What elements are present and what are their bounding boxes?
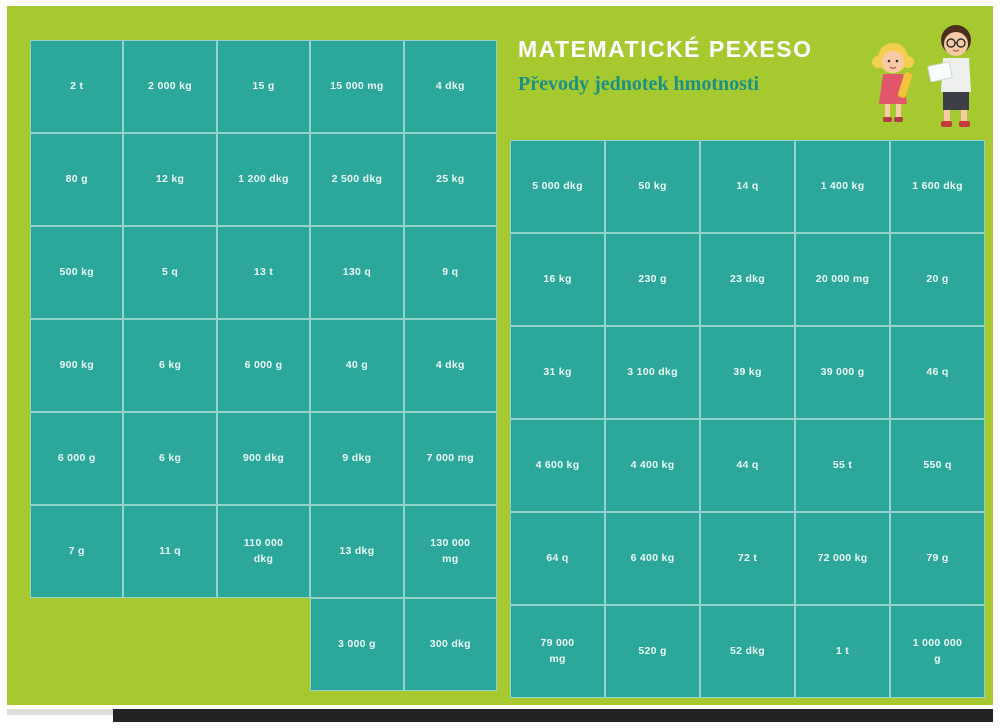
pexeso-card: 13 dkg xyxy=(310,505,404,598)
pexeso-card: 72 000 kg xyxy=(795,512,890,605)
pexeso-card: 15 g xyxy=(216,40,311,133)
girl-eye xyxy=(895,59,899,63)
girl-smile xyxy=(889,66,897,69)
girl-shoe xyxy=(883,117,892,122)
pexeso-card: 6 000 g xyxy=(30,412,124,505)
pexeso-card: 1 200 dkg xyxy=(216,133,311,226)
grid-empty-slot xyxy=(217,598,310,691)
pexeso-card: 6 kg xyxy=(123,319,217,412)
pexeso-card: 6 000 g xyxy=(216,319,311,412)
girl-pigtail-right xyxy=(902,56,914,68)
pexeso-card: 1 t xyxy=(795,605,890,698)
girl-leg xyxy=(885,104,890,118)
boy-smile xyxy=(952,49,960,52)
girl-leg xyxy=(896,104,901,118)
pexeso-card: 5 000 dkg xyxy=(510,140,605,233)
pexeso-card: 5 q xyxy=(123,226,217,319)
pexeso-card: 130 000 mg xyxy=(403,505,497,598)
pexeso-card: 13 t xyxy=(216,226,311,319)
pexeso-card: 64 q xyxy=(510,512,605,605)
pexeso-card: 39 000 g xyxy=(795,326,890,419)
pexeso-card: 52 dkg xyxy=(700,605,795,698)
pexeso-card: 4 dkg xyxy=(403,319,497,412)
pexeso-card: 900 kg xyxy=(30,319,124,412)
pexeso-card: 1 600 dkg xyxy=(890,140,985,233)
boy-pants xyxy=(943,92,969,110)
pexeso-card: 9 q xyxy=(403,226,497,319)
pexeso-card: 16 kg xyxy=(510,233,605,326)
pexeso-card: 40 g xyxy=(310,319,404,412)
boy-leg xyxy=(944,110,950,122)
scan-edge-shadow xyxy=(7,709,113,715)
pexeso-card: 39 kg xyxy=(700,326,795,419)
worksheet-page: MATEMATICKÉ PEXESO Převody jednotek hmot… xyxy=(7,6,993,705)
pexeso-card: 79 000 mg xyxy=(510,605,605,698)
pexeso-card: 2 t xyxy=(30,40,124,133)
pexeso-card: 900 dkg xyxy=(216,412,311,505)
pexeso-card: 230 g xyxy=(605,233,700,326)
pexeso-card: 50 kg xyxy=(605,140,700,233)
pexeso-card: 3 100 dkg xyxy=(605,326,700,419)
pexeso-card: 1 400 kg xyxy=(795,140,890,233)
pexeso-card: 25 kg xyxy=(403,133,497,226)
pexeso-card: 2 500 dkg xyxy=(310,133,404,226)
girl-shoe xyxy=(894,117,903,122)
grid-empty-slot xyxy=(30,598,123,691)
pexeso-card: 23 dkg xyxy=(700,233,795,326)
pencil xyxy=(897,72,913,98)
girl-face xyxy=(882,51,904,73)
pexeso-card: 130 q xyxy=(310,226,404,319)
girl-eye xyxy=(887,59,891,63)
pexeso-card: 7 000 mg xyxy=(403,412,497,505)
pexeso-card: 55 t xyxy=(795,419,890,512)
grid-empty-slot xyxy=(123,598,216,691)
pexeso-card: 15 000 mg xyxy=(310,40,404,133)
pexeso-card: 46 q xyxy=(890,326,985,419)
pexeso-card: 14 q xyxy=(700,140,795,233)
pexeso-card: 2 000 kg xyxy=(123,40,217,133)
pexeso-card: 6 400 kg xyxy=(605,512,700,605)
pexeso-card: 9 dkg xyxy=(310,412,404,505)
pexeso-card: 550 q xyxy=(890,419,985,512)
pexeso-card: 4 600 kg xyxy=(510,419,605,512)
pexeso-card: 500 kg xyxy=(30,226,124,319)
boy-shoe xyxy=(941,121,952,127)
pexeso-card: 44 q xyxy=(700,419,795,512)
pexeso-card: 4 dkg xyxy=(403,40,497,133)
boy-paper xyxy=(927,61,953,83)
boy-shoe xyxy=(959,121,970,127)
scan-edge-bar xyxy=(113,709,993,722)
girl-pigtail-left xyxy=(872,56,884,68)
pexeso-card: 20 000 mg xyxy=(795,233,890,326)
pexeso-card: 31 kg xyxy=(510,326,605,419)
pexeso-card: 300 dkg xyxy=(403,598,497,691)
pexeso-card: 79 g xyxy=(890,512,985,605)
page-title: MATEMATICKÉ PEXESO xyxy=(518,36,813,62)
pexeso-card: 3 000 g xyxy=(310,598,404,691)
pexeso-card: 7 g xyxy=(30,505,124,598)
pexeso-card: 520 g xyxy=(605,605,700,698)
boy-face xyxy=(944,32,968,56)
page-subtitle: Převody jednotek hmotnosti xyxy=(518,73,760,95)
title-block: MATEMATICKÉ PEXESO Převody jednotek hmot… xyxy=(518,36,878,96)
kids-illustration xyxy=(872,25,971,127)
pexeso-card: 4 400 kg xyxy=(605,419,700,512)
pexeso-card: 1 000 000 g xyxy=(890,605,985,698)
pexeso-card: 6 kg xyxy=(123,412,217,505)
pexeso-card: 80 g xyxy=(30,133,124,226)
pexeso-card: 20 g xyxy=(890,233,985,326)
boy-leg xyxy=(961,110,967,122)
pexeso-card: 11 q xyxy=(123,505,217,598)
pexeso-card: 110 000 dkg xyxy=(216,505,311,598)
pexeso-card: 12 kg xyxy=(123,133,217,226)
pexeso-card: 72 t xyxy=(700,512,795,605)
